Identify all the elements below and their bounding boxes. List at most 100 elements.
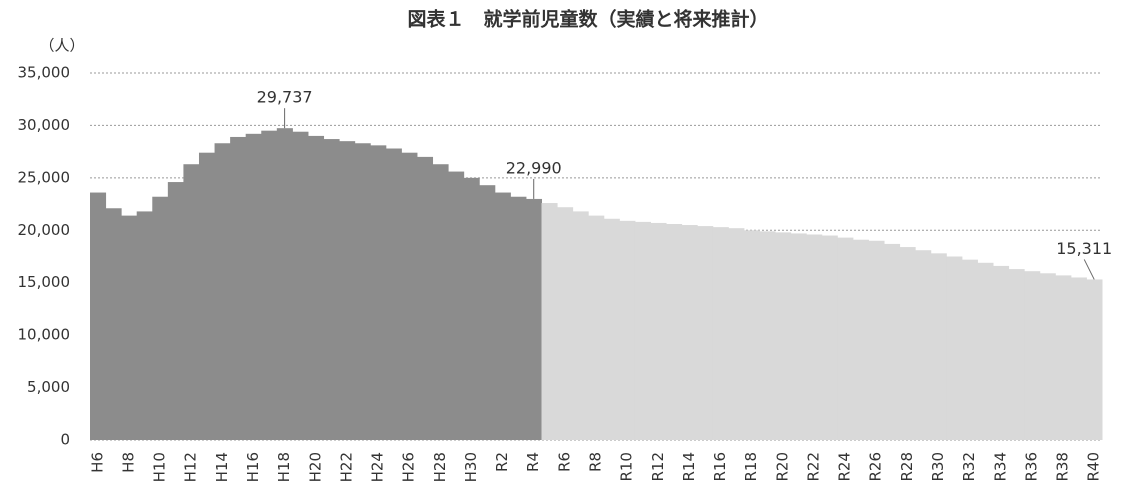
x-tick-label: R30: [929, 452, 947, 482]
x-tick-label: H6: [88, 452, 106, 473]
bar: [339, 141, 356, 440]
bar: [588, 215, 605, 440]
bar: [603, 218, 620, 440]
bar: [292, 131, 309, 440]
x-tick-label: R2: [493, 452, 511, 472]
y-tick-label: 25,000: [18, 168, 71, 186]
bar: [1024, 271, 1041, 440]
bar: [261, 130, 278, 440]
bar: [448, 171, 465, 440]
x-tick-label: H18: [275, 452, 293, 482]
bar: [868, 240, 885, 440]
data-label: 29,737: [257, 88, 313, 107]
x-tick-label: H24: [369, 452, 387, 482]
bar: [323, 139, 340, 440]
bar: [432, 164, 449, 440]
data-label: 22,990: [506, 158, 562, 177]
x-tick-label: R16: [711, 452, 729, 482]
x-tick-label: H30: [462, 452, 480, 482]
x-tick-label: R28: [898, 452, 916, 482]
bar: [930, 253, 947, 440]
bar: [572, 211, 589, 440]
bar: [977, 262, 994, 440]
bar: [650, 222, 667, 440]
x-tick-label: H10: [151, 452, 169, 482]
bar: [884, 243, 901, 440]
x-tick-label: R8: [587, 452, 605, 472]
bar: [728, 228, 745, 440]
bar: [510, 196, 527, 440]
bar: [681, 225, 698, 440]
x-tick-label: H8: [119, 452, 137, 473]
bar: [525, 198, 543, 440]
bar: [167, 182, 184, 440]
bar: [479, 185, 496, 440]
bar: [775, 232, 792, 440]
bar: [946, 256, 963, 440]
x-tick-label: R38: [1054, 452, 1072, 482]
y-tick-label: 5,000: [27, 378, 70, 396]
bar: [245, 133, 262, 440]
x-tick-label: R10: [618, 452, 636, 482]
x-tick-label: R14: [680, 452, 698, 482]
x-tick-label: R12: [649, 452, 667, 482]
bar: [806, 234, 823, 440]
x-tick-label: R24: [836, 452, 854, 482]
bar: [416, 156, 434, 440]
bar: [90, 192, 107, 440]
bar: [759, 231, 776, 440]
bar: [852, 239, 869, 440]
x-tick-label: H16: [244, 452, 262, 482]
bar: [790, 233, 807, 440]
x-tick-label: R18: [742, 452, 760, 482]
bar: [993, 265, 1010, 440]
bar: [634, 221, 651, 440]
y-axis-unit: （人）: [39, 37, 84, 55]
x-tick-label: R34: [991, 452, 1009, 482]
bar: [463, 177, 480, 440]
x-tick-label: H20: [306, 452, 324, 482]
x-tick-label: H28: [431, 452, 449, 482]
bar: [494, 192, 511, 440]
y-tick-label: 15,000: [18, 273, 71, 291]
bar: [899, 247, 916, 440]
bar: [1039, 273, 1056, 440]
bar: [198, 152, 216, 441]
leader-line: [1083, 259, 1095, 280]
y-tick-label: 30,000: [18, 116, 71, 134]
y-tick-label: 20,000: [18, 221, 71, 239]
x-tick-label: H26: [400, 452, 418, 482]
bar: [183, 164, 200, 440]
bar: [1070, 277, 1087, 440]
bar: [619, 220, 636, 440]
x-tick-label: H12: [182, 452, 200, 482]
bar: [961, 259, 978, 440]
data-label: 15,311: [1056, 239, 1112, 258]
bar: [385, 148, 402, 441]
bar: [354, 143, 371, 441]
bar: [557, 207, 574, 440]
bar: [821, 235, 838, 440]
bar: [152, 196, 169, 440]
x-tick-label: R4: [524, 452, 542, 472]
bar: [1008, 269, 1025, 440]
bar: [214, 143, 231, 441]
x-tick-label: H22: [337, 452, 355, 482]
bar: [121, 215, 138, 440]
bar: [230, 136, 247, 440]
bar: [712, 227, 729, 440]
x-tick-label: R40: [1085, 452, 1103, 482]
y-tick-label: 10,000: [18, 326, 71, 344]
x-tick-label: R26: [867, 452, 885, 482]
bar: [136, 211, 153, 440]
bar: [401, 152, 418, 441]
chart-title: 図表１ 就学前児童数（実績と将来推計）: [407, 8, 768, 31]
bar: [541, 203, 558, 440]
bar: [370, 145, 387, 440]
bar: [837, 237, 854, 440]
bar: [1086, 279, 1103, 440]
bar: [105, 208, 122, 440]
bar: [666, 223, 683, 440]
x-tick-label: H14: [213, 452, 231, 482]
